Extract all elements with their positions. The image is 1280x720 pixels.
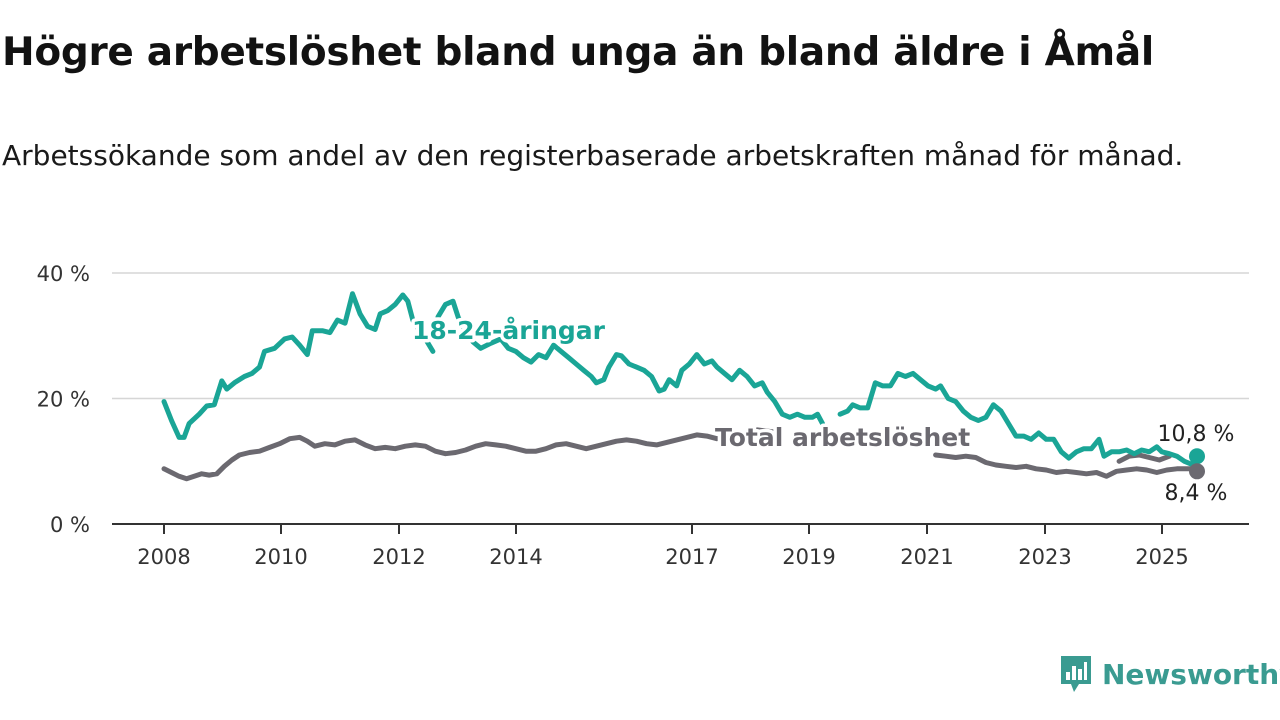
x-tick-label: 2008 (137, 545, 190, 569)
chart-subtitle: Arbetssökande som andel av den registerb… (2, 139, 1184, 172)
series-line-youth (435, 298, 825, 427)
y-tick-label: 0 % (50, 513, 90, 537)
x-tick-label: 2023 (1018, 545, 1071, 569)
series-line-youth (837, 370, 1200, 467)
y-axis: 0 % 20 % 40 % (37, 262, 90, 537)
x-tick-label: 2012 (372, 545, 425, 569)
newsworthy-logo: Newsworthy (1058, 654, 1280, 694)
series-line-total (933, 452, 1200, 479)
end-marker-youth (1189, 448, 1205, 465)
series-label-youth-halo: 18-24-åringar (412, 316, 606, 345)
end-label-total: 8,4 % (1165, 481, 1228, 506)
series-line-total (161, 427, 780, 482)
end-marker-total (1189, 463, 1205, 480)
series-labels: 10,8 %8,4 %18-24-åringar18-24-åringarTot… (409, 313, 1235, 507)
bar-chart-logo-icon (1061, 656, 1091, 692)
y-tick-label: 20 % (37, 388, 90, 412)
series-line-total (1116, 452, 1172, 464)
grid-lines (112, 272, 1249, 400)
x-tick-label: 2019 (782, 545, 835, 569)
brand-name: Newsworthy (1102, 657, 1280, 691)
series-lines (161, 291, 1200, 482)
series-label-total-halo: Total arbetslöshet (715, 423, 970, 452)
x-tick-label: 2021 (900, 545, 953, 569)
series-label-youth: 18-24-åringar (412, 316, 606, 345)
series-label-total: Total arbetslöshet (715, 423, 970, 452)
y-tick-label: 40 % (37, 262, 90, 286)
x-axis: 2008 2010 2012 2014 2017 2019 2021 2023 2025 (112, 523, 1249, 569)
x-tick-label: 2025 (1135, 545, 1188, 569)
chart-title: Högre arbetslöshet bland unga än bland ä… (2, 30, 1154, 75)
x-tick-label: 2010 (254, 545, 307, 569)
x-tick-label: 2017 (665, 545, 718, 569)
series-line-youth (161, 291, 436, 440)
end-label-youth: 10,8 % (1158, 422, 1235, 447)
x-tick-label: 2014 (489, 545, 542, 569)
